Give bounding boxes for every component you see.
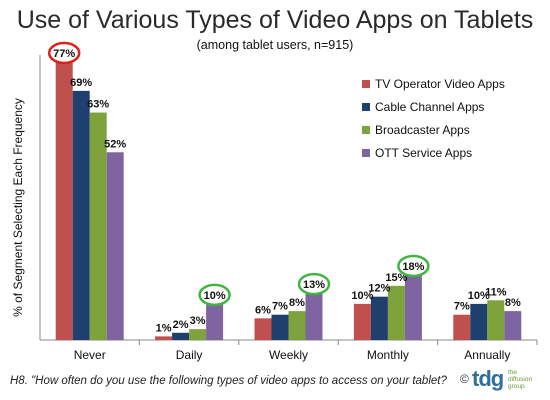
bar-weekly-0 — [254, 318, 272, 340]
legend-swatch — [362, 149, 370, 157]
x-tick-label-weekly: Weekly — [269, 348, 308, 362]
data-label: 8% — [289, 297, 305, 309]
legend-swatch — [362, 80, 370, 88]
chart-subtitle: (among tablet users, n=915) — [196, 38, 354, 52]
highlight-circle — [297, 272, 331, 296]
chart-title: Use of Various Types of Video Apps on Ta… — [16, 6, 534, 34]
data-label: 63% — [87, 99, 109, 111]
data-label: 13% — [303, 279, 325, 291]
logo-name: tdg — [472, 366, 504, 391]
data-label: 69% — [70, 77, 92, 89]
bar-monthly-1 — [370, 296, 388, 340]
x-tick-label-monthly: Monthly — [367, 348, 409, 362]
data-label: 10% — [351, 290, 373, 302]
bar-never-2 — [89, 112, 107, 340]
bar-annually-1 — [470, 303, 488, 340]
x-tick-label-never: Never — [74, 348, 106, 362]
highlight-circle — [397, 254, 430, 278]
bar-annually-3 — [504, 311, 522, 340]
data-label: 52% — [104, 138, 126, 150]
highlight-circle — [47, 41, 81, 65]
data-label: 10% — [468, 290, 490, 302]
legend-label: TV Operator Video Apps — [375, 77, 505, 91]
legend-swatch — [362, 103, 370, 111]
bar-daily-3 — [206, 303, 224, 340]
data-label: 1% — [156, 322, 172, 334]
logo-tagline: the diffusion group — [508, 369, 533, 390]
copyright-symbol: © — [460, 372, 469, 386]
bar-never-3 — [106, 152, 124, 340]
data-label: 7% — [272, 301, 288, 313]
legend-label: OTT Service Apps — [375, 146, 472, 160]
bar-weekly-3 — [305, 293, 323, 340]
data-label: 2% — [173, 319, 189, 331]
bar-never-1 — [72, 90, 90, 340]
bar-daily-0 — [155, 336, 173, 340]
legend-label: Cable Channel Apps — [375, 100, 484, 114]
bar-monthly-0 — [353, 303, 371, 340]
data-label: 3% — [190, 315, 206, 327]
bar-weekly-1 — [271, 314, 289, 340]
bar-daily-1 — [172, 332, 190, 340]
bar-daily-2 — [189, 329, 207, 340]
tdg-logo: tdg the diffusion group — [472, 366, 542, 396]
bar-monthly-3 — [404, 275, 422, 340]
bar-annually-0 — [453, 314, 471, 340]
survey-question-footnote: H8. "How often do you use the following … — [10, 375, 447, 387]
data-label: 18% — [402, 261, 424, 273]
data-label: 8% — [505, 297, 521, 309]
data-label: 15% — [385, 272, 407, 284]
x-tick-label-daily: Daily — [176, 348, 203, 362]
bar-annually-2 — [487, 300, 505, 340]
data-label: 12% — [368, 283, 390, 295]
y-axis-label: % of Segment Selecting Each Frequency — [11, 98, 25, 317]
highlight-circle — [198, 283, 231, 307]
bar-monthly-2 — [387, 285, 405, 340]
data-label: 11% — [485, 286, 507, 298]
legend-label: Broadcaster Apps — [375, 123, 470, 137]
data-label: 77% — [53, 48, 75, 60]
data-label: 7% — [454, 301, 470, 313]
bar-weekly-2 — [288, 311, 306, 340]
x-tick-label-annually: Annually — [464, 348, 510, 362]
data-label: 10% — [204, 290, 226, 302]
bar-never-0 — [55, 62, 73, 340]
legend-swatch — [362, 126, 370, 134]
data-label: 6% — [255, 304, 271, 316]
